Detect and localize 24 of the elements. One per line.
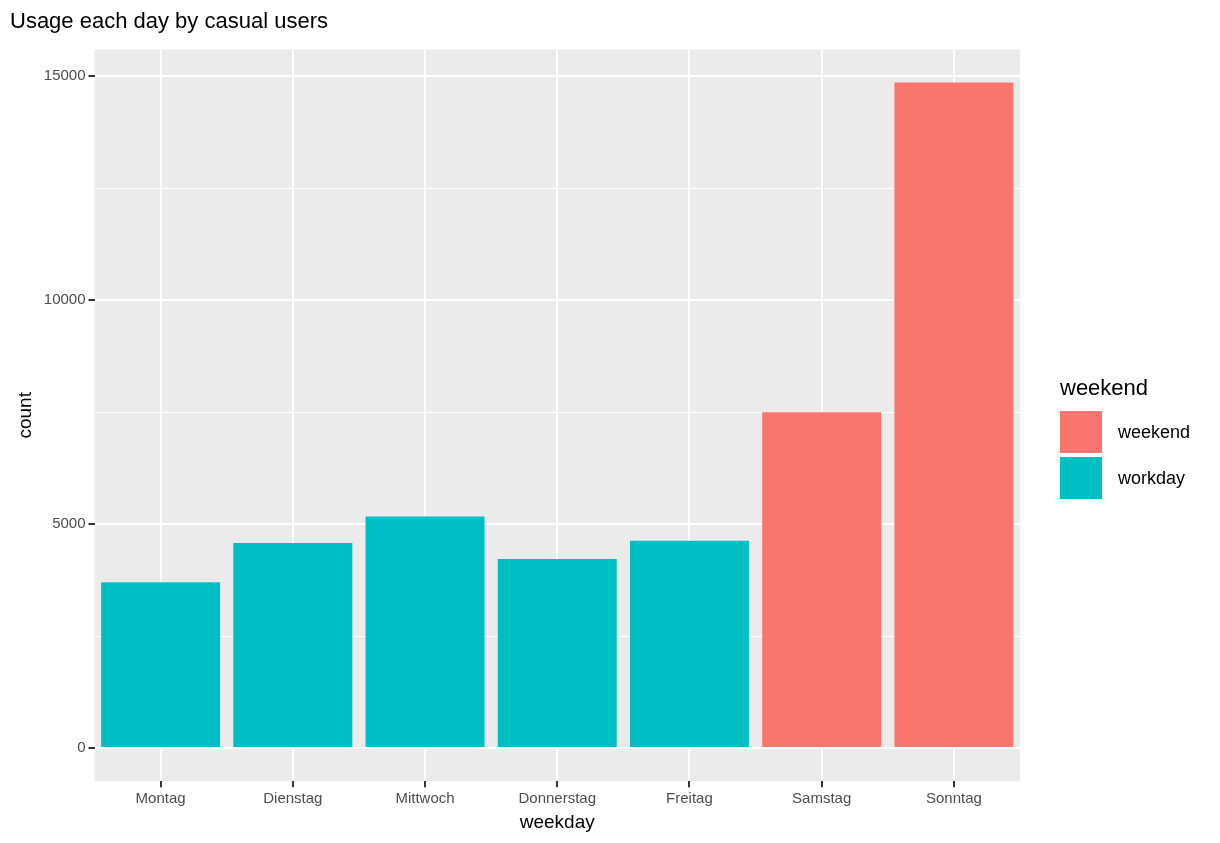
- bar: [365, 516, 485, 748]
- bar: [497, 559, 617, 748]
- x-tick-label: Samstag: [792, 789, 852, 807]
- x-tick-label: Mittwoch: [395, 789, 455, 807]
- x-tick-label: Montag: [135, 789, 186, 807]
- x-tick-label: Dienstag: [263, 789, 323, 807]
- x-tick-label: Freitag: [666, 789, 713, 807]
- bar: [233, 542, 353, 748]
- chart-title: Usage each day by casual users: [10, 8, 328, 34]
- y-tick-label: 5000: [52, 514, 86, 532]
- x-tick-label: Donnerstag: [518, 789, 597, 807]
- legend-title: weekend: [1060, 375, 1150, 401]
- bar: [629, 540, 749, 748]
- y-axis-title: count: [13, 391, 35, 439]
- bar: [762, 412, 882, 748]
- legend-label: weekend: [1118, 421, 1191, 443]
- legend-label: workday: [1118, 467, 1186, 489]
- bar: [894, 82, 1014, 748]
- y-tick-label: 0: [77, 738, 86, 756]
- bar: [101, 582, 221, 748]
- x-axis-title: weekday: [518, 810, 596, 832]
- y-tick-label: 15000: [43, 66, 86, 84]
- x-tick-label: Sonntag: [925, 789, 982, 807]
- y-tick-label: 10000: [43, 290, 86, 308]
